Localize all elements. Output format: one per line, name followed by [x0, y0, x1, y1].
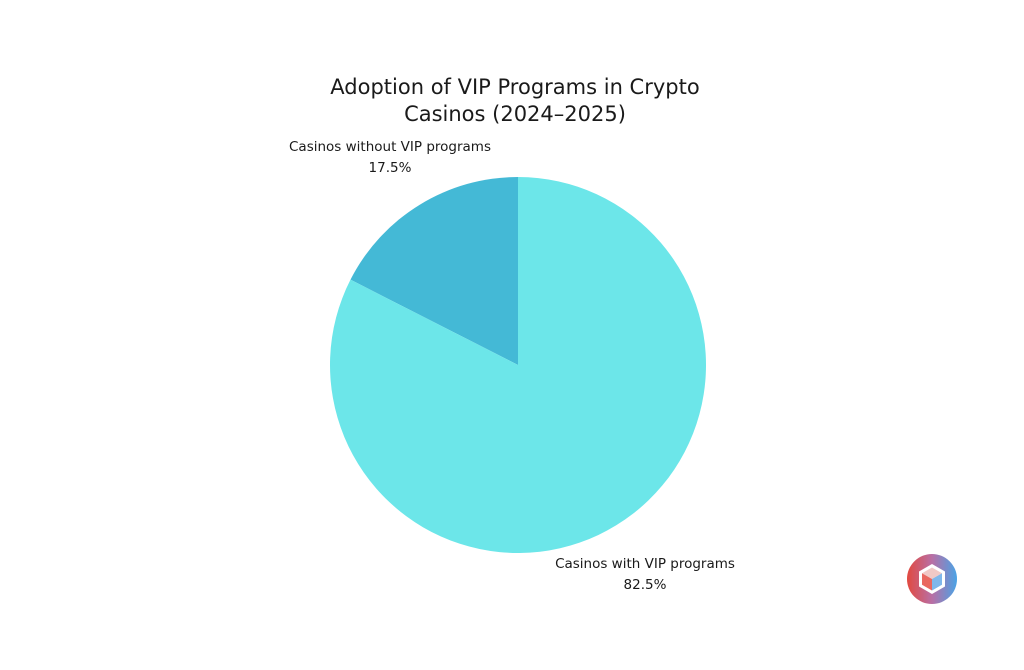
- slice-label-without-vip: Casinos without VIP programs: [289, 139, 491, 155]
- slice-value-without-vip: 17.5%: [369, 160, 412, 176]
- slice-label-with-vip: Casinos with VIP programs: [555, 556, 735, 572]
- cube-logo-icon: [906, 553, 958, 605]
- pie-slice-with-vip: [330, 176, 707, 553]
- pie-slices: [330, 176, 707, 553]
- chart-title-line-2: Casinos (2024–2025): [404, 102, 626, 126]
- chart-title-line-1: Adoption of VIP Programs in Crypto: [330, 75, 699, 99]
- pie-slice-without-vip: [350, 177, 518, 365]
- slice-value-with-vip: 82.5%: [624, 577, 667, 593]
